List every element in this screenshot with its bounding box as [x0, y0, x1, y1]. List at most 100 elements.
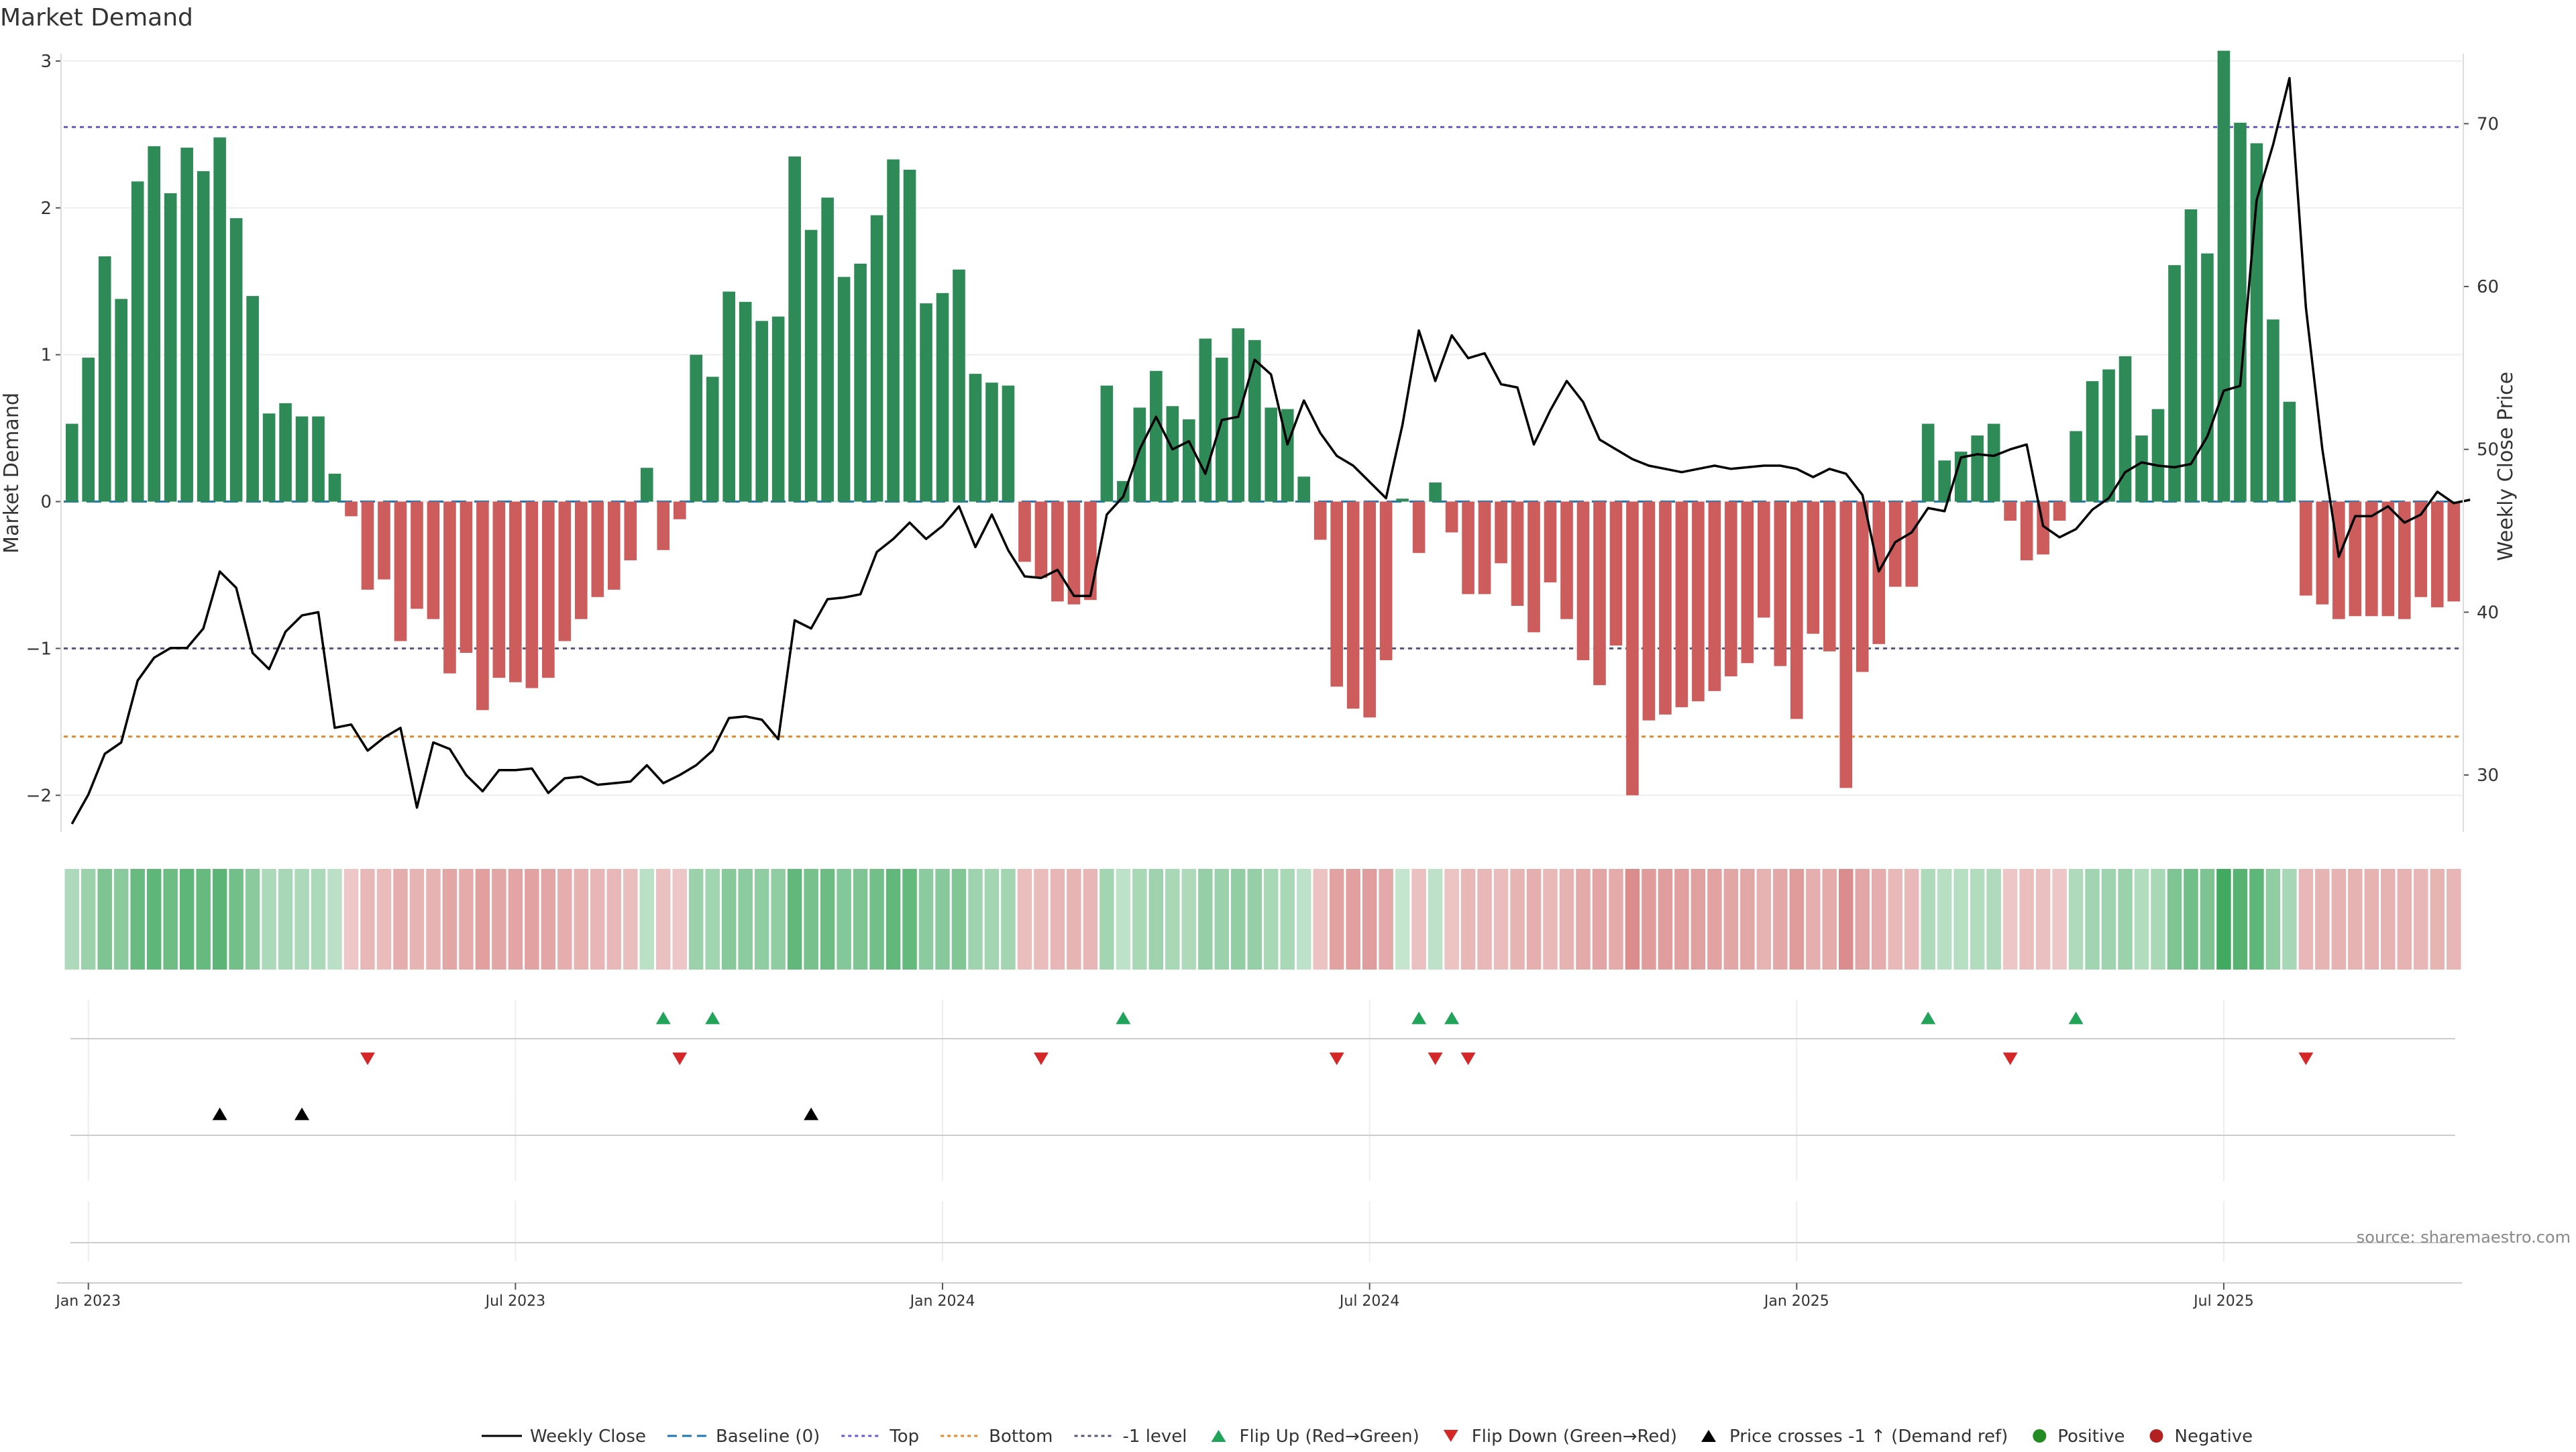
heat-cell: [327, 869, 342, 970]
heat-cell: [2101, 869, 2116, 970]
heat-cell: [1986, 869, 2001, 970]
legend-label: Flip Up (Red→Green): [1240, 1427, 1419, 1447]
demand-bar: [525, 501, 539, 688]
demand-bar: [706, 376, 719, 502]
demand-bar: [1774, 501, 1787, 666]
legend-label: Positive: [2057, 1427, 2125, 1447]
demand-bar: [1265, 407, 1278, 502]
heat-cell: [1411, 869, 1426, 970]
heat-cell: [1067, 869, 1081, 970]
demand-bar: [1396, 499, 1409, 502]
demand-bar: [2118, 356, 2132, 502]
demand-bar: [2070, 431, 2082, 502]
demand-bar: [411, 501, 423, 609]
demand-bar: [492, 501, 506, 678]
demand-bar: [2217, 50, 2231, 502]
heat-cell: [2216, 869, 2231, 970]
heat-cell: [1165, 869, 1180, 970]
legend-item: Price crosses -1 ↑ (Demand ref): [1701, 1427, 2008, 1447]
demand-bar: [1313, 501, 1327, 540]
demand-bar: [969, 374, 982, 502]
heat-cell: [1904, 869, 1919, 970]
demand-bar: [1495, 501, 1507, 564]
demand-bar: [2020, 501, 2033, 561]
demand-bar: [1297, 476, 1311, 502]
heat-cell: [146, 869, 162, 970]
heat-cell: [64, 869, 79, 970]
demand-bar: [328, 473, 341, 502]
heat-cell: [393, 869, 408, 970]
demand-bar: [887, 159, 900, 502]
demand-bar: [1987, 423, 2000, 502]
heat-cell: [1247, 869, 1262, 970]
demand-bar: [443, 501, 456, 674]
demand-bar: [378, 501, 390, 580]
heat-cell: [80, 869, 96, 970]
demand-bar: [1905, 501, 1919, 587]
heat-cell: [721, 869, 737, 970]
demand-bar: [2184, 209, 2198, 502]
demand-bar: [148, 146, 160, 502]
demand-bar: [279, 403, 292, 502]
demand-bar: [2300, 501, 2312, 596]
legend-swatch: [2149, 1429, 2163, 1443]
heat-cell: [2085, 869, 2100, 970]
heat-cell: [1198, 869, 1213, 970]
demand-bar: [1527, 501, 1540, 633]
demand-bar: [1100, 385, 1114, 502]
heat-cell: [2184, 869, 2198, 970]
heat-cell: [2315, 869, 2330, 970]
demand-bar: [673, 501, 686, 519]
heat-cell: [2298, 869, 2314, 970]
demand-bar: [1576, 501, 1590, 660]
heat-cell: [2249, 869, 2264, 970]
demand-bar: [1790, 501, 1803, 719]
legend-label: Bottom: [989, 1427, 1053, 1447]
demand-bar: [1084, 501, 1097, 601]
heat-cell: [1592, 869, 1607, 970]
demand-bar: [2004, 501, 2017, 521]
demand-bar: [2086, 381, 2099, 502]
signal-panels: [70, 1011, 2455, 1243]
x-tick-label: Jan 2023: [54, 1293, 121, 1310]
heat-cell: [1740, 869, 1755, 970]
heat-cell: [804, 869, 818, 970]
demand-bar: [213, 137, 226, 502]
heat-cell: [1001, 869, 1016, 970]
demand-bar: [1856, 501, 1869, 672]
demand-bar: [1544, 501, 1557, 582]
legend-item: Positive: [2033, 1427, 2125, 1447]
heat-cell: [885, 869, 901, 970]
heat-cell: [2331, 869, 2347, 970]
legend-label: Top: [889, 1427, 919, 1447]
demand-bar: [312, 416, 325, 502]
demand-bar: [1642, 501, 1656, 721]
flip-down-marker: [1329, 1052, 1344, 1066]
heat-cell: [130, 869, 145, 970]
heat-cell: [672, 869, 687, 970]
heat-cell: [705, 869, 720, 970]
demand-bar: [1445, 501, 1458, 533]
y-axis-title: Market Demand: [0, 393, 23, 554]
heat-cell: [1264, 869, 1279, 970]
legend-item: Baseline (0): [667, 1427, 820, 1447]
price-cross-marker: [294, 1107, 310, 1121]
demand-bar: [1708, 501, 1721, 691]
heat-cell: [639, 869, 655, 970]
y2-tick-label: 30: [2477, 766, 2499, 786]
demand-bar: [870, 215, 883, 502]
x-tick-label: Jan 2025: [1763, 1293, 1829, 1310]
demand-bar: [2398, 501, 2411, 619]
heat-cell: [179, 869, 195, 970]
demand-bar: [2283, 401, 2296, 502]
demand-bar: [1478, 501, 1491, 594]
heat-cell: [475, 869, 490, 970]
heat-cell: [1148, 869, 1164, 970]
demand-bar: [98, 256, 111, 502]
heat-cell: [1888, 869, 1902, 970]
demand-bar: [1183, 419, 1195, 502]
heat-cell: [1625, 869, 1640, 970]
demand-bar: [854, 263, 867, 502]
heat-cell: [1181, 869, 1197, 970]
